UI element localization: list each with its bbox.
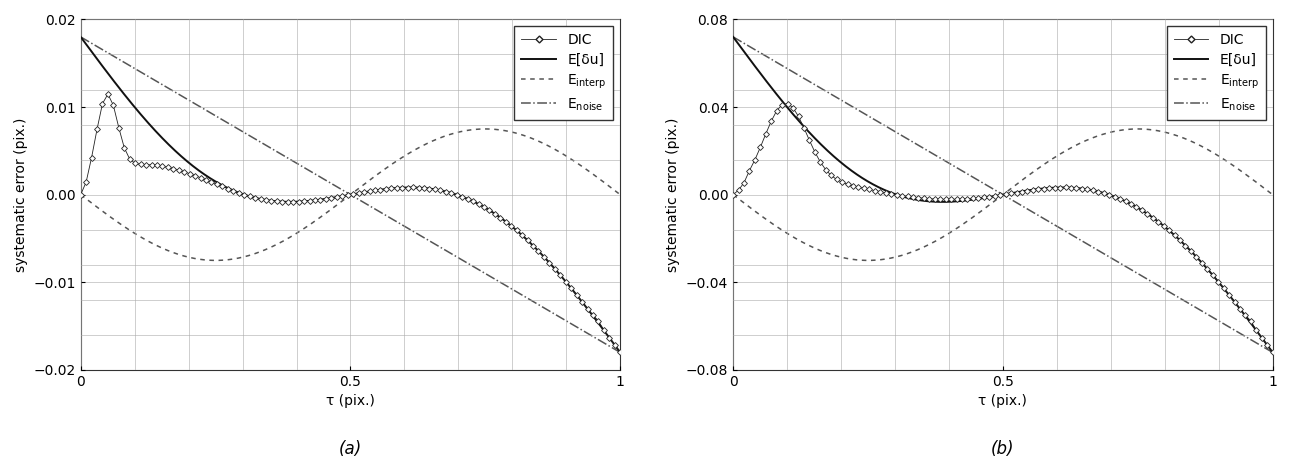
Y-axis label: systematic error (pix.): systematic error (pix.) — [14, 117, 28, 272]
Legend: DIC, E[δu], E$_{\mathrm{interp}}$, E$_{\mathrm{noise}}$: DIC, E[δu], E$_{\mathrm{interp}}$, E$_{\… — [1167, 26, 1265, 120]
Text: (a): (a) — [338, 440, 361, 458]
X-axis label: τ (pix.): τ (pix.) — [327, 394, 374, 408]
Legend: DIC, E[δu], E$_{\mathrm{interp}}$, E$_{\mathrm{noise}}$: DIC, E[δu], E$_{\mathrm{interp}}$, E$_{\… — [514, 26, 613, 120]
X-axis label: τ (pix.): τ (pix.) — [979, 394, 1028, 408]
Text: (b): (b) — [991, 440, 1015, 458]
Y-axis label: systematic error (pix.): systematic error (pix.) — [666, 117, 680, 272]
